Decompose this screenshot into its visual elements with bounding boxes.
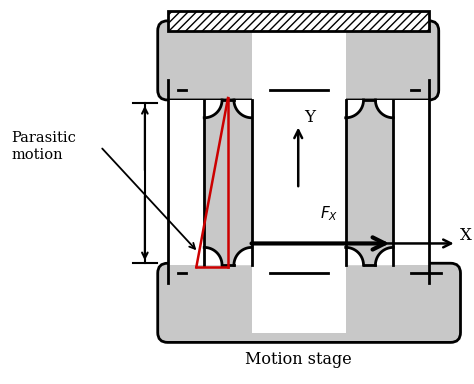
FancyBboxPatch shape [158, 263, 461, 343]
Polygon shape [346, 100, 364, 118]
FancyBboxPatch shape [204, 100, 252, 265]
Polygon shape [234, 100, 252, 118]
FancyBboxPatch shape [393, 100, 429, 265]
Text: $F_X$: $F_X$ [320, 205, 338, 223]
Polygon shape [234, 247, 252, 265]
FancyBboxPatch shape [252, 31, 346, 333]
Polygon shape [204, 100, 222, 118]
Text: Parasitic
motion: Parasitic motion [11, 131, 76, 162]
Polygon shape [204, 247, 222, 265]
Text: Motion stage: Motion stage [245, 351, 352, 368]
Polygon shape [375, 100, 393, 118]
FancyBboxPatch shape [158, 21, 439, 100]
FancyBboxPatch shape [346, 100, 393, 265]
Polygon shape [346, 247, 364, 265]
FancyBboxPatch shape [168, 100, 204, 265]
Text: Y: Y [304, 109, 315, 126]
Bar [168, 11, 429, 31]
Text: X: X [459, 227, 471, 245]
Polygon shape [375, 247, 393, 265]
